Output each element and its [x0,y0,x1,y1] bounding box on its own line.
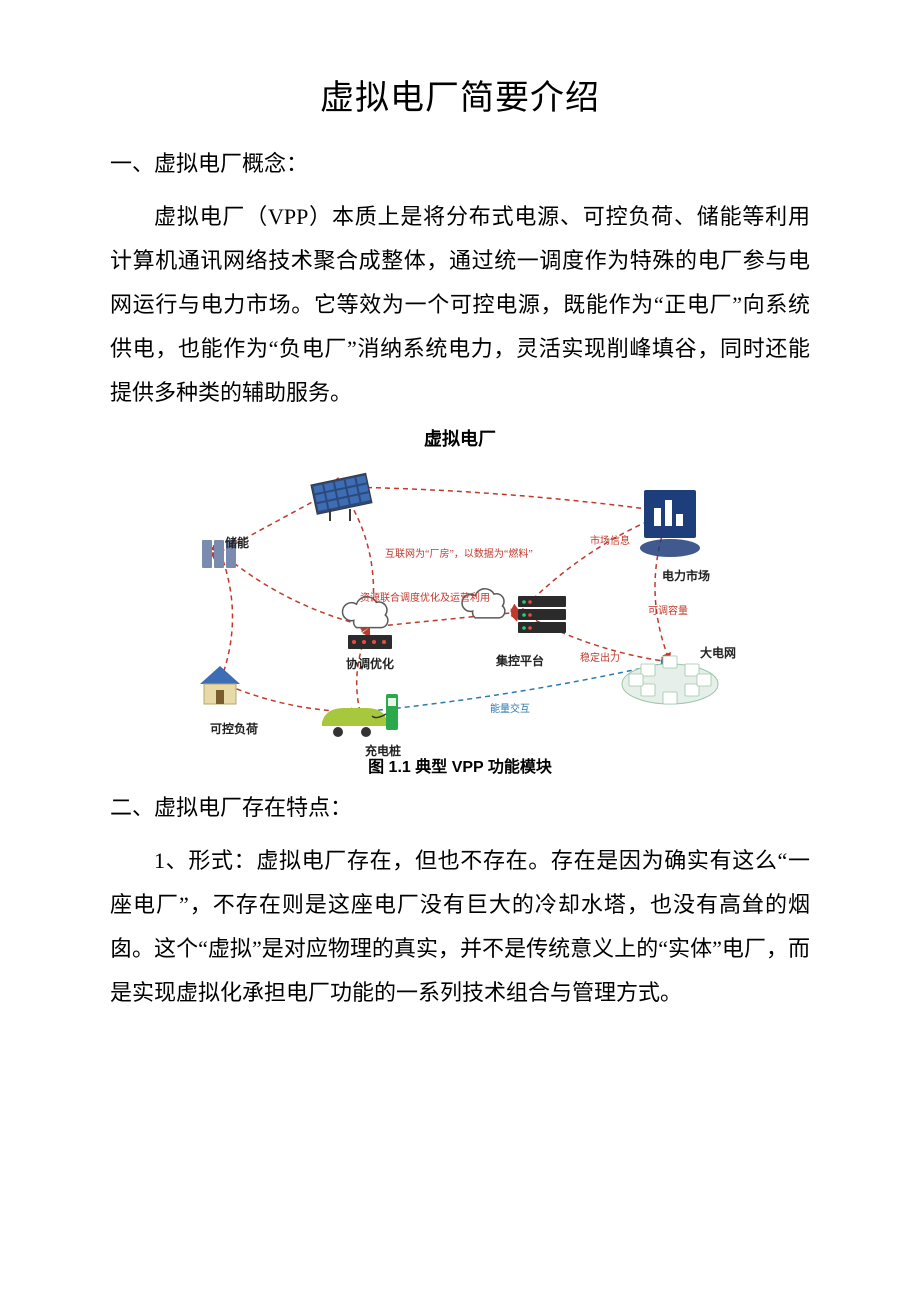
vpp-diagram-caption: 图 1.1 典型 VPP 功能模块 [180,753,740,777]
vpp-diagram: 储能协调优化集控平台电力市场大电网可控负荷充电桩互联网为“厂房”，以数据为“燃料… [180,457,740,747]
diagram-node-market: 电力市场 [662,567,710,584]
diagram-edge-label-4: 稳定出力 [580,649,620,664]
diagram-node-grid: 大电网 [700,644,736,661]
diagram-node-storage: 储能 [225,534,249,551]
section-2-heading: 二、虚拟电厂存在特点： [110,787,810,829]
diagram-node-platform: 集控平台 [496,652,544,669]
diagram-node-ev: 充电桩 [365,742,401,759]
section-2-paragraph-1: 1、形式：虚拟电厂存在，但也不存在。存在是因为确实有这么“一座电厂”，不存在则是… [110,839,810,1015]
document-page: 虚拟电厂简要介绍 一、虚拟电厂概念： 虚拟电厂（VPP）本质上是将分布式电源、可… [0,0,920,1083]
diagram-edge-label-3: 可调容量 [648,602,688,617]
diagram-edge-label-2: 市场信息 [590,532,630,547]
diagram-edge-label-1: 资源联合调度优化及运营利用 [360,589,490,604]
diagram-node-coord: 协调优化 [346,655,394,672]
diagram-edge-label-0: 互联网为“厂房”，以数据为“燃料” [385,545,533,560]
vpp-diagram-title: 虚拟电厂 [180,425,740,451]
section-1-heading: 一、虚拟电厂概念： [110,143,810,185]
section-1-paragraph: 虚拟电厂（VPP）本质上是将分布式电源、可控负荷、储能等利用计算机通讯网络技术聚… [110,195,810,415]
document-title: 虚拟电厂简要介绍 [110,70,810,119]
vpp-diagram-container: 虚拟电厂 储能协调优化 集控平台 电力市场大电网可控负荷充电桩 互联网为“厂房”，以数… [180,425,740,777]
diagram-node-house: 可控负荷 [210,720,258,737]
diagram-edge-label-5: 能量交互 [490,700,530,715]
